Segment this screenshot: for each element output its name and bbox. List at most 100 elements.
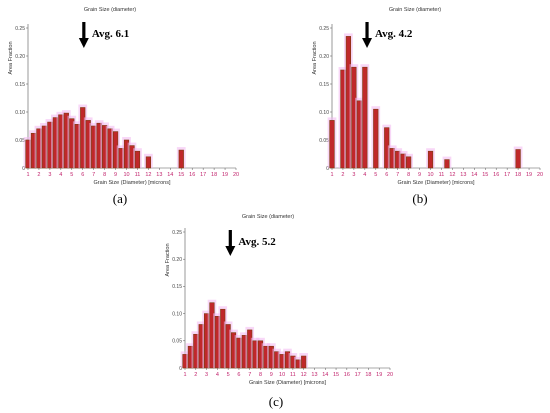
x-tick-label: 8 (103, 172, 106, 178)
y-tick-label: 0.05 (319, 138, 329, 144)
x-tick-label: 12 (449, 172, 455, 178)
chart-panel-3: Grain Size (diameter) Area Fraction 0 0.05 0… (165, 214, 393, 409)
y-tick-label: 0.15 (172, 284, 182, 290)
y-tick-label: 0.15 (15, 82, 25, 88)
y-tick-label: 0.20 (319, 54, 329, 60)
x-tick-label: 6 (81, 172, 84, 178)
x-tick-label: 17 (200, 172, 206, 178)
avg-arrow-head (225, 246, 236, 256)
x-tick-label: 7 (248, 372, 251, 378)
x-tick-label: 10 (279, 372, 285, 378)
x-tick-label: 15 (178, 172, 184, 178)
x-tick-label: 18 (515, 172, 521, 178)
x-tick-label: 17 (355, 372, 361, 378)
x-tick-label: 18 (211, 172, 217, 178)
chart-title: Grain Size (diameter) (389, 7, 441, 13)
x-tick-label: 1 (26, 172, 29, 178)
x-tick-label: 16 (344, 372, 350, 378)
y-tick-label: 0.15 (319, 82, 329, 88)
x-tick-label: 4 (216, 372, 219, 378)
panel-label: (a) (113, 191, 127, 206)
x-tick-label: 20 (233, 172, 239, 178)
x-tick-label: 15 (333, 372, 339, 378)
x-tick-label: 1 (330, 172, 333, 178)
chart-title: Grain Size (diameter) (242, 214, 294, 220)
y-tick-label: 0 (326, 166, 329, 172)
x-tick-label: 20 (387, 372, 393, 378)
x-axis-label: Grain Size (Diameter) [microns] (397, 180, 474, 186)
panel-label: (c) (269, 394, 283, 409)
y-tick-label: 0.10 (172, 311, 182, 317)
y-tick-label: 0.20 (172, 257, 182, 263)
bar (406, 156, 412, 169)
x-tick-label: 6 (385, 172, 388, 178)
x-tick-label: 1 (183, 372, 186, 378)
bar (329, 120, 335, 169)
y-axis-label: Area Fraction (312, 41, 318, 74)
x-tick-label: 3 (352, 172, 355, 178)
x-tick-label: 15 (482, 172, 488, 178)
y-axis-label: Area Fraction (165, 243, 171, 276)
x-tick-label: 12 (301, 372, 307, 378)
x-tick-label: 6 (237, 372, 240, 378)
x-axis-label: Grain Size (Diameter) [microns] (93, 180, 170, 186)
x-tick-label: 4 (363, 172, 366, 178)
x-tick-label: 9 (114, 172, 117, 178)
x-tick-label: 12 (145, 172, 151, 178)
x-tick-label: 18 (365, 372, 371, 378)
y-tick-label: 0.05 (15, 138, 25, 144)
bar (134, 150, 141, 169)
bar (178, 149, 184, 169)
bar (362, 66, 368, 169)
x-tick-label: 19 (376, 372, 382, 378)
chart-panel-1: Grain Size (diameter) Area Fraction 0 0.05 0… (8, 7, 239, 206)
bar (301, 355, 307, 369)
y-tick-label: 0.10 (319, 110, 329, 116)
y-tick-label: 0.20 (15, 54, 25, 60)
bar (444, 159, 450, 169)
bar (515, 149, 521, 169)
x-tick-label: 20 (537, 172, 543, 178)
x-tick-label: 16 (189, 172, 195, 178)
x-tick-label: 11 (439, 172, 445, 178)
bar (373, 108, 379, 169)
x-tick-label: 14 (322, 372, 328, 378)
avg-arrow-head (362, 38, 373, 48)
x-tick-label: 9 (418, 172, 421, 178)
x-tick-label: 7 (396, 172, 399, 178)
y-tick-label: 0.05 (172, 339, 182, 345)
x-tick-label: 16 (493, 172, 499, 178)
x-tick-label: 5 (374, 172, 377, 178)
x-tick-label: 17 (504, 172, 510, 178)
y-tick-label: 0.10 (15, 110, 25, 116)
x-tick-label: 9 (270, 372, 273, 378)
x-tick-label: 2 (194, 372, 197, 378)
x-tick-label: 14 (471, 172, 477, 178)
y-tick-label: 0 (179, 366, 182, 372)
x-tick-label: 3 (205, 372, 208, 378)
x-axis-label: Grain Size (Diameter) [microns] (249, 380, 326, 386)
x-tick-label: 5 (70, 172, 73, 178)
y-tick-label: 0.25 (319, 26, 329, 32)
x-tick-label: 3 (48, 172, 51, 178)
avg-annotation: Avg. 5.2 (238, 236, 276, 248)
x-tick-label: 4 (59, 172, 62, 178)
x-tick-label: 2 (37, 172, 40, 178)
chart-title: Grain Size (diameter) (84, 7, 136, 13)
x-tick-label: 8 (259, 372, 262, 378)
x-tick-label: 14 (167, 172, 173, 178)
y-tick-label: 0.25 (172, 230, 182, 236)
avg-annotation: Avg. 6.1 (92, 28, 129, 40)
y-tick-label: 0 (22, 166, 25, 172)
x-tick-label: 10 (123, 172, 129, 178)
x-tick-label: 11 (135, 172, 141, 178)
x-tick-label: 5 (227, 372, 230, 378)
y-tick-label: 0.25 (15, 26, 25, 32)
avg-arrow-head (78, 38, 89, 48)
x-tick-label: 19 (222, 172, 228, 178)
x-tick-label: 10 (427, 172, 433, 178)
bar (427, 150, 434, 169)
avg-annotation: Avg. 4.2 (375, 28, 413, 40)
x-tick-label: 13 (311, 372, 317, 378)
